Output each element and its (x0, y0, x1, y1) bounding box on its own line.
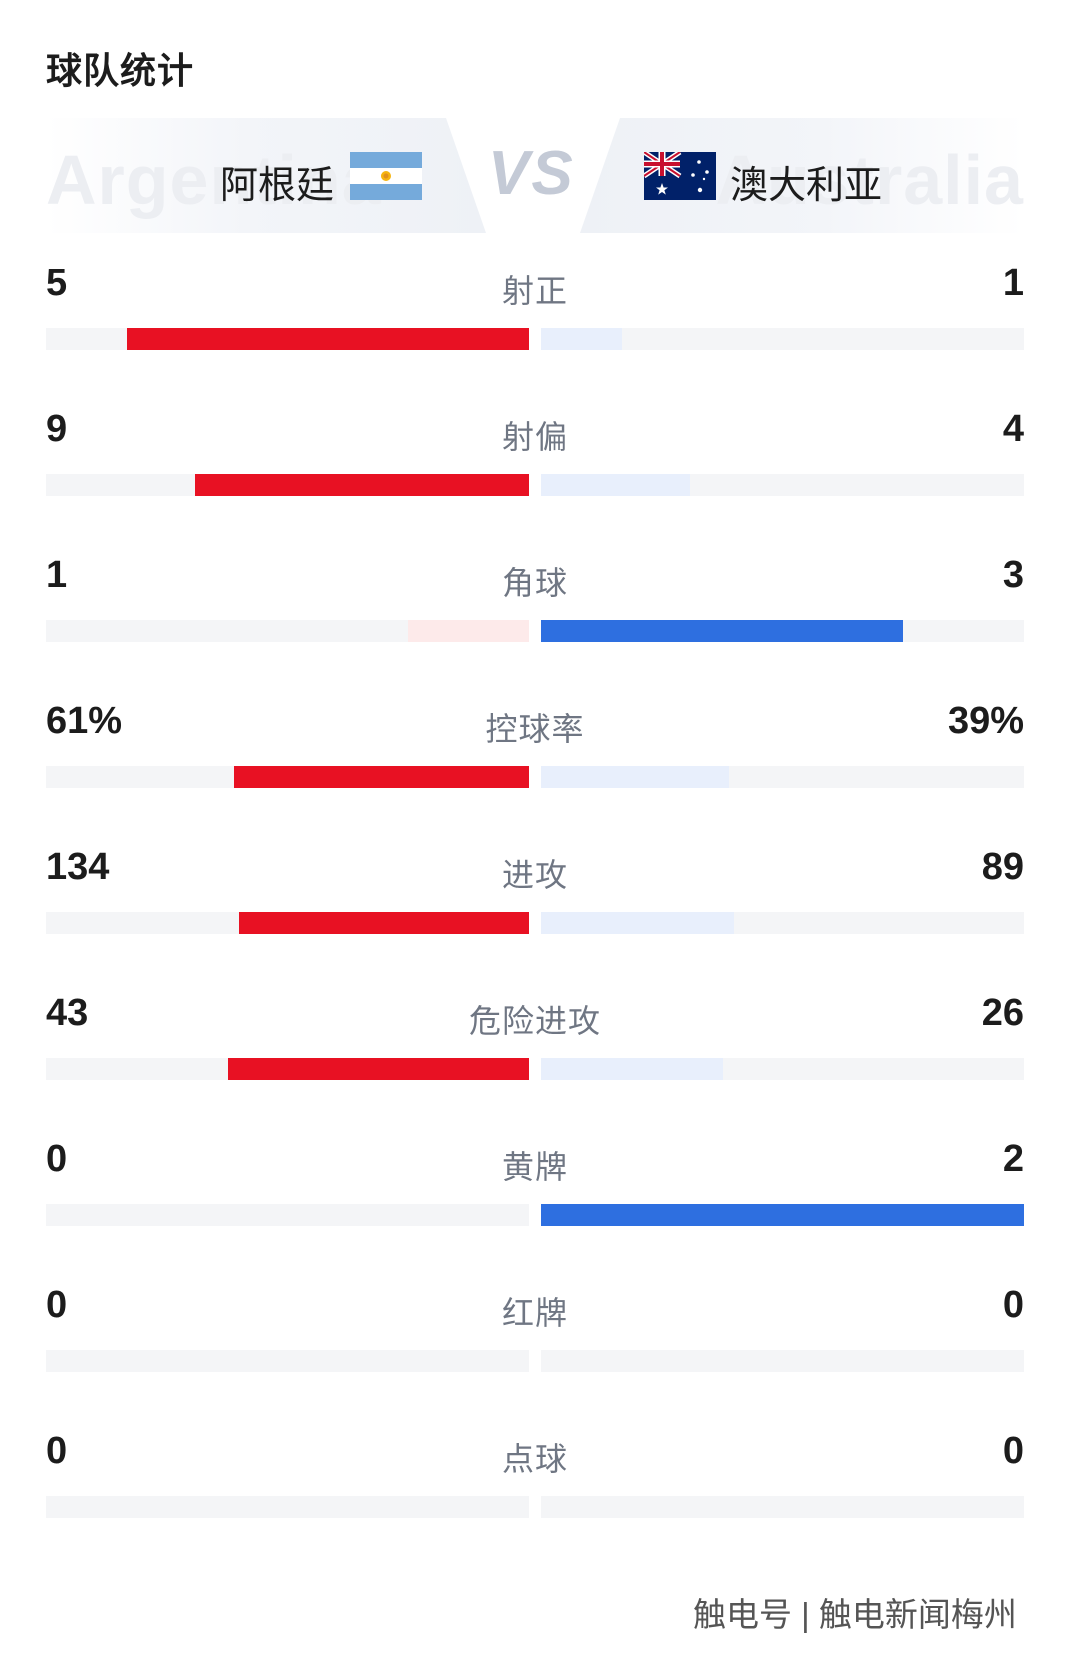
home-bar-track (46, 912, 529, 934)
vs-label: VS (488, 139, 575, 208)
home-bar (228, 1058, 529, 1080)
home-bar-track (46, 766, 529, 788)
home-bar-track (46, 474, 529, 496)
stat-row-shots-on-target: 5 射正 1 (46, 262, 1024, 372)
away-bar-track (541, 1204, 1024, 1226)
home-bar (234, 766, 529, 788)
home-value: 61% (46, 700, 123, 742)
home-bar-track (46, 328, 529, 350)
away-value: 4 (1002, 408, 1024, 450)
away-value: 0 (1002, 1284, 1024, 1326)
away-bar (541, 1204, 1024, 1226)
home-watermark: Argentina (46, 141, 382, 219)
page-title: 球队统计 (46, 50, 195, 91)
home-bar (194, 474, 529, 496)
stat-label: 射偏 (501, 419, 568, 455)
stat-label: 红牌 (501, 1295, 568, 1331)
stat-row-shots-off-target: 9 射偏 4 (46, 408, 1024, 518)
stat-row-penalties: 0 点球 0 (46, 1430, 1024, 1540)
australia-flag-icon (644, 152, 716, 200)
argentina-flag-icon (350, 152, 422, 200)
stat-row-yellow-cards: 0 黄牌 2 (46, 1138, 1024, 1248)
stat-label: 射正 (501, 273, 568, 309)
away-bar-track (541, 1350, 1024, 1372)
stat-label: 进攻 (501, 857, 568, 893)
away-bar-track (541, 912, 1024, 934)
away-bar (541, 474, 690, 496)
home-bar-track (46, 1496, 529, 1518)
away-value: 0 (1002, 1430, 1024, 1472)
away-value: 26 (981, 992, 1024, 1034)
away-watermark: Australia (715, 141, 1024, 219)
home-value: 0 (46, 1430, 68, 1472)
home-bar (126, 328, 529, 350)
away-bar-track (541, 1058, 1024, 1080)
stat-row-attacks: 134 进攻 89 (46, 846, 1024, 956)
home-bar-track (46, 1204, 529, 1226)
team-header: Argentina Australia 阿根廷 VS 澳大利亚 (46, 118, 1024, 233)
away-value: 39% (947, 700, 1024, 742)
away-bar (541, 328, 622, 350)
away-value: 89 (981, 846, 1024, 888)
away-bar-track (541, 620, 1024, 642)
away-bar-track (541, 474, 1024, 496)
stat-row-dangerous-attacks: 43 危险进攻 26 (46, 992, 1024, 1102)
home-value: 134 (46, 846, 110, 888)
away-value: 3 (1002, 554, 1024, 596)
stat-label: 点球 (501, 1441, 568, 1477)
home-value: 9 (46, 408, 68, 450)
home-team-name: 阿根廷 (220, 165, 335, 207)
away-bar-track (541, 766, 1024, 788)
stat-label: 危险进攻 (468, 1003, 601, 1039)
away-value: 1 (1002, 262, 1024, 304)
away-value: 2 (1002, 1138, 1024, 1180)
home-bar (238, 912, 529, 934)
stat-row-corners: 1 角球 3 (46, 554, 1024, 664)
away-bar-track (541, 328, 1024, 350)
away-bar (541, 912, 734, 934)
home-value: 0 (46, 1284, 68, 1326)
away-bar (541, 620, 904, 642)
stat-row-possession: 61% 控球率 39% (46, 700, 1024, 810)
home-value: 0 (46, 1138, 68, 1180)
home-value: 43 (46, 992, 89, 1034)
home-value: 5 (46, 262, 68, 304)
away-bar-track (541, 1496, 1024, 1518)
stat-label: 黄牌 (501, 1149, 568, 1185)
stat-label: 控球率 (485, 711, 585, 747)
source-watermark: 触电号 | 触电新闻梅州 (693, 1596, 1017, 1633)
home-value: 1 (46, 554, 68, 596)
home-bar-track (46, 1058, 529, 1080)
stat-label: 角球 (501, 565, 568, 601)
stat-row-red-cards: 0 红牌 0 (46, 1284, 1024, 1394)
away-bar (541, 766, 730, 788)
home-bar (408, 620, 529, 642)
home-bar-track (46, 620, 529, 642)
home-bar-track (46, 1350, 529, 1372)
away-bar (541, 1058, 724, 1080)
away-team-name: 澳大利亚 (730, 165, 883, 207)
